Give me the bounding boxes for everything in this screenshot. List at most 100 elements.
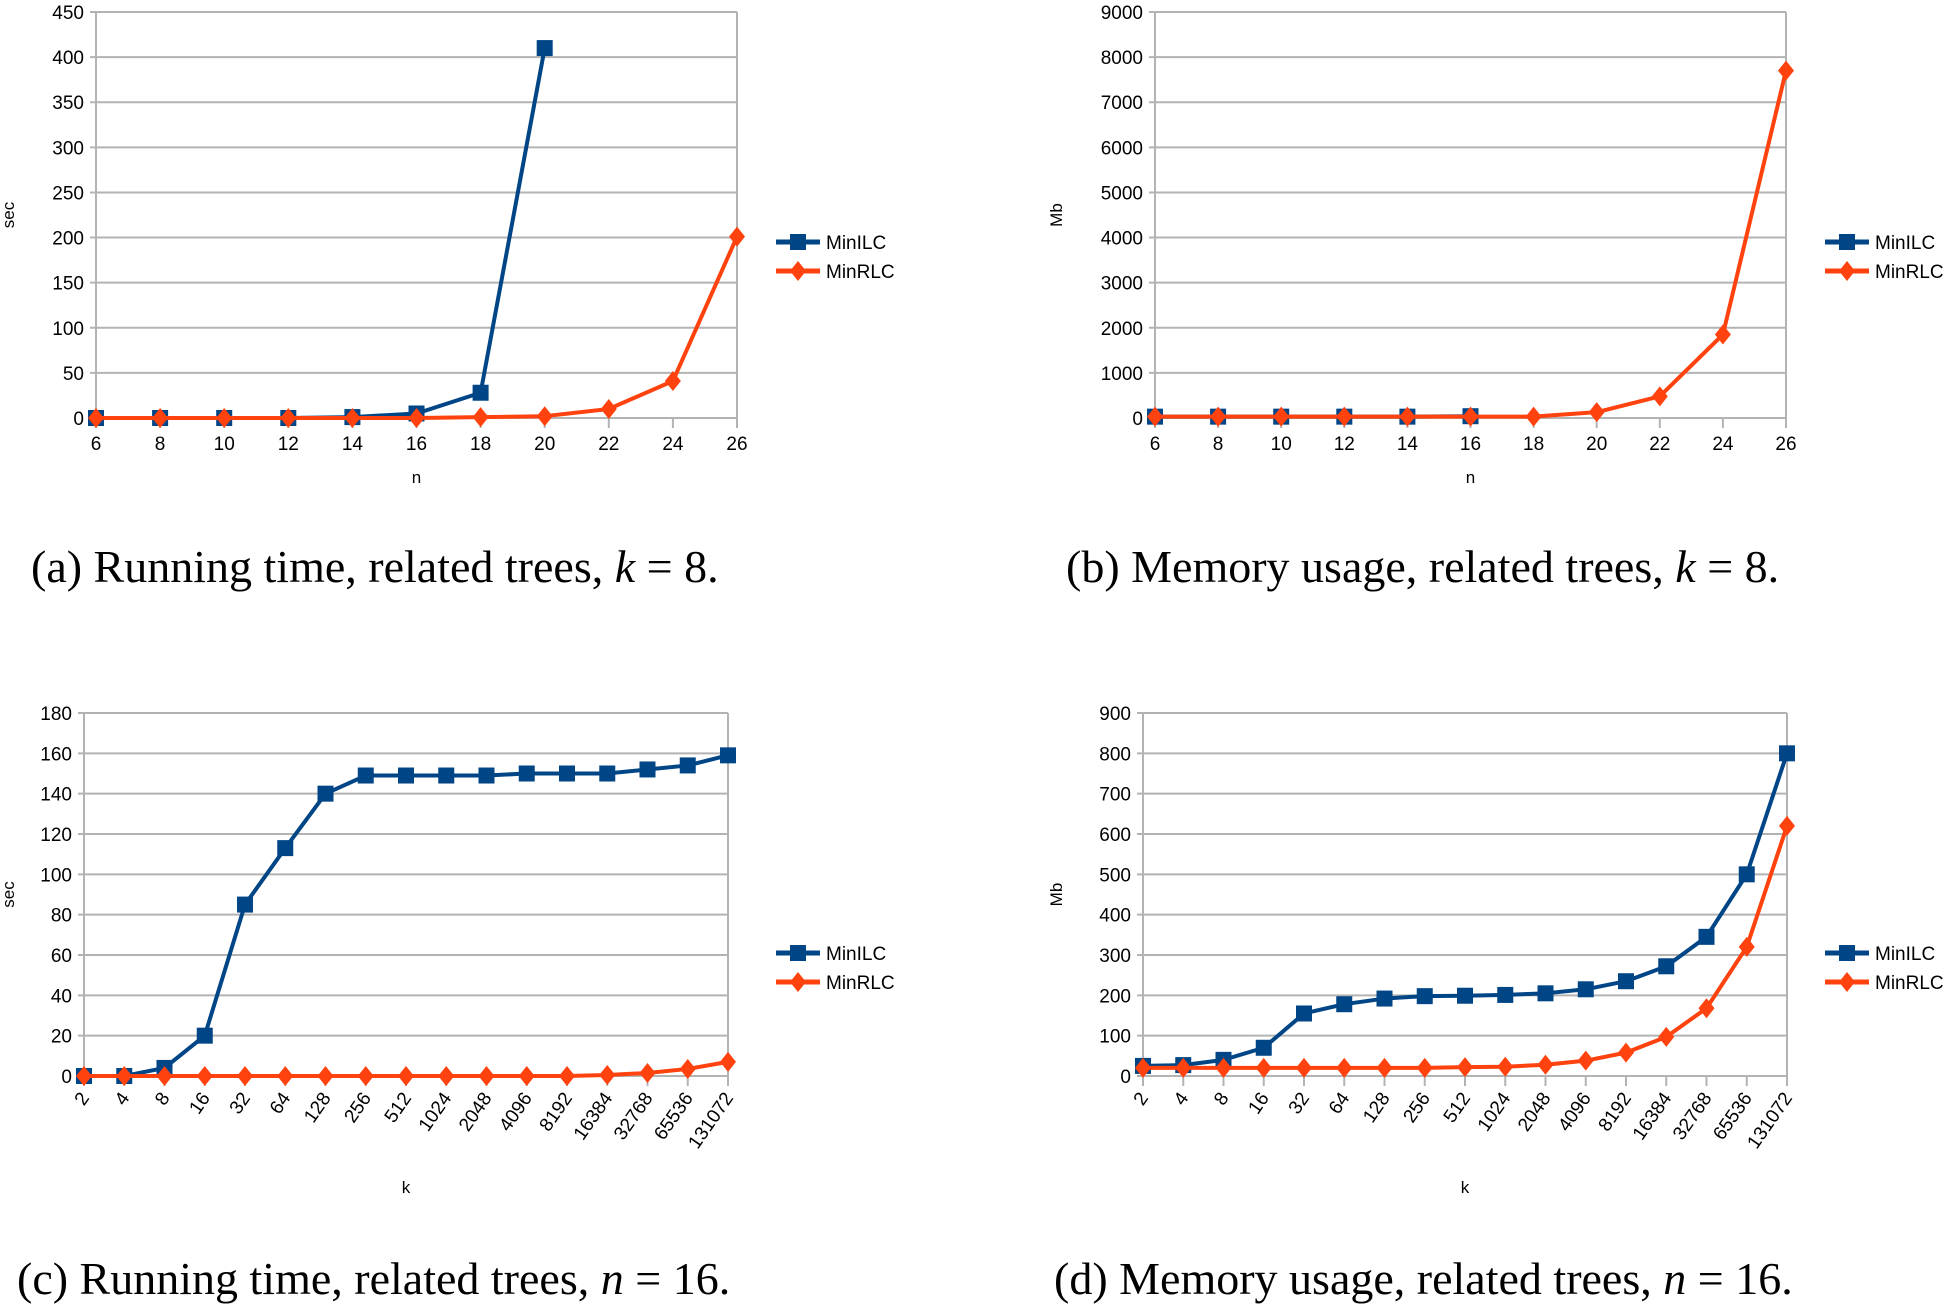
data-point-minrlc <box>76 1066 92 1086</box>
data-point-minrlc <box>639 1062 656 1083</box>
y-tick-label: 900 <box>1099 704 1131 725</box>
data-point-minrlc <box>1135 1057 1151 1078</box>
y-tick-label: 0 <box>1120 1067 1131 1088</box>
y-tick-label: 6000 <box>1101 138 1143 159</box>
data-point-minrlc <box>116 1066 133 1086</box>
data-point-minrlc <box>1255 1057 1272 1078</box>
data-point-minrlc <box>1714 324 1731 345</box>
data-point-minrlc <box>1462 406 1479 427</box>
data-point-minrlc <box>472 407 489 428</box>
series-line-minilc <box>84 753 729 1078</box>
data-point-minrlc <box>1497 1056 1514 1077</box>
x-tick-label: 64 <box>1325 1088 1355 1118</box>
data-point-minilc <box>1457 987 1473 1004</box>
y-tick-label: 140 <box>40 785 72 806</box>
caption-variable: k <box>1675 541 1696 592</box>
data-point-minrlc <box>1738 936 1755 957</box>
data-point-minrlc <box>216 408 233 428</box>
x-tick-label: 24 <box>662 434 684 455</box>
x-tick-label: 12 <box>1334 434 1355 455</box>
x-axis-label: n <box>1466 468 1475 487</box>
y-tick-label: 80 <box>51 906 72 927</box>
data-point-minrlc <box>344 408 361 428</box>
legend-label: MinRLC <box>1875 262 1944 283</box>
x-tick-label: 8 <box>155 434 166 455</box>
y-tick-label: 200 <box>52 229 84 250</box>
x-tick-label: 12 <box>278 434 299 455</box>
y-tick-label: 700 <box>1099 785 1131 806</box>
data-point-minrlc <box>1336 1057 1353 1078</box>
x-tick-label: 8 <box>1210 1089 1233 1110</box>
data-point-minrlc <box>1215 1057 1232 1078</box>
x-tick-label: 10 <box>214 434 235 455</box>
data-point-minilc <box>1738 866 1755 883</box>
y-tick-label: 450 <box>52 3 84 24</box>
data-point-minilc <box>518 765 535 782</box>
data-point-minrlc <box>1537 1054 1554 1075</box>
data-point-minrlc <box>1525 406 1542 427</box>
data-point-minrlc <box>1399 406 1416 427</box>
x-axis-label: n <box>412 468 421 487</box>
y-tick-label: 0 <box>1132 409 1143 430</box>
legend-marker-minilc <box>1839 234 1855 250</box>
y-tick-label: 60 <box>51 946 72 967</box>
y-axis-label: sec <box>0 201 18 228</box>
caption-text: (a) Running time, related trees, <box>31 541 615 592</box>
data-point-minrlc <box>720 1051 736 1072</box>
x-tick-label: 32768 <box>1669 1089 1717 1144</box>
data-point-minrlc <box>729 226 745 247</box>
data-point-minilc <box>277 840 294 857</box>
data-point-minrlc <box>1588 402 1605 423</box>
x-tick-label: 20 <box>1586 434 1607 455</box>
x-tick-label: 128 <box>1359 1089 1394 1127</box>
caption-text: = 16. <box>1686 1253 1793 1304</box>
x-tick-label: 256 <box>340 1089 375 1127</box>
x-tick-label: 8192 <box>1595 1089 1636 1136</box>
legend-label: MinILC <box>826 233 886 254</box>
data-point-minrlc <box>237 1066 253 1086</box>
data-point-minilc <box>1698 928 1715 945</box>
x-tick-label: 6 <box>91 434 102 455</box>
x-tick-label: 4 <box>111 1088 135 1109</box>
data-point-minrlc <box>152 408 169 428</box>
data-point-minrlc <box>357 1066 374 1086</box>
y-tick-label: 100 <box>40 865 72 886</box>
data-point-minrlc <box>1658 1026 1675 1047</box>
x-tick-label: 1024 <box>1474 1088 1516 1135</box>
data-point-minrlc <box>1210 406 1227 427</box>
data-point-minrlc <box>280 408 297 428</box>
y-tick-label: 350 <box>52 93 84 114</box>
data-point-minrlc <box>1376 1057 1393 1078</box>
data-point-minilc <box>639 761 656 778</box>
caption-a: (a) Running time, related trees, k = 8. <box>31 540 719 593</box>
caption-variable: n <box>1663 1253 1687 1304</box>
x-tick-label: 26 <box>1775 434 1796 455</box>
y-tick-label: 300 <box>52 138 84 159</box>
y-tick-label: 1000 <box>1101 364 1143 385</box>
x-tick-label: 256 <box>1399 1089 1434 1127</box>
legend-marker-minilc <box>1839 945 1855 961</box>
legend-label: MinILC <box>1875 233 1935 254</box>
y-tick-label: 40 <box>51 986 72 1007</box>
legend-marker-minilc <box>790 945 806 961</box>
legend-marker-minrlc <box>1839 261 1855 281</box>
x-tick-label: 64 <box>266 1088 296 1118</box>
data-point-minilc <box>1577 981 1594 998</box>
chart-c: 0 20 40 60 80 100 120 140 160 180 2 4 8 16 32 64 128 256 5… <box>0 704 895 1197</box>
y-tick-label: 7000 <box>1101 93 1143 114</box>
data-point-minilc <box>1497 986 1514 1003</box>
data-point-minilc <box>1779 745 1795 762</box>
y-tick-label: 5000 <box>1101 183 1143 204</box>
legend-marker-minilc <box>790 234 806 250</box>
y-tick-label: 0 <box>73 409 84 430</box>
x-axis-label: k <box>1461 1178 1470 1197</box>
data-point-minilc <box>398 767 414 784</box>
caption-c: (c) Running time, related trees, n = 16. <box>17 1252 730 1305</box>
y-tick-label: 50 <box>63 364 84 385</box>
data-point-minrlc <box>277 1066 294 1086</box>
data-point-minilc <box>679 757 696 774</box>
data-point-minrlc <box>679 1058 696 1079</box>
y-tick-label: 100 <box>1099 1027 1131 1048</box>
data-point-minrlc <box>1175 1057 1192 1078</box>
